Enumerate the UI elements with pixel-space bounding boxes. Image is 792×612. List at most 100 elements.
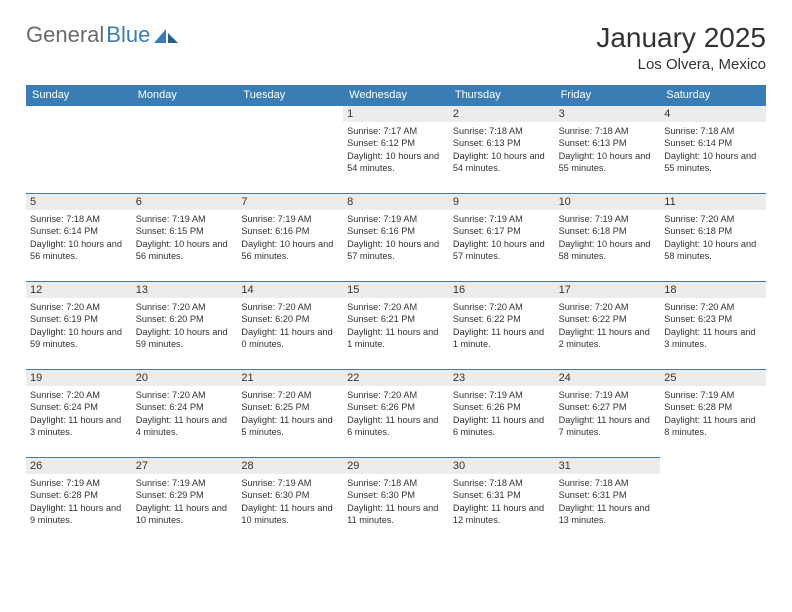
sunset-line: Sunset: 6:14 PM — [30, 225, 128, 237]
sunset-line: Sunset: 6:28 PM — [664, 401, 762, 413]
day-details: Sunrise: 7:19 AMSunset: 6:26 PMDaylight:… — [453, 389, 551, 439]
day-details: Sunrise: 7:20 AMSunset: 6:18 PMDaylight:… — [664, 213, 762, 263]
day-number: 8 — [343, 194, 449, 210]
sunset-line: Sunset: 6:15 PM — [136, 225, 234, 237]
day-number: 14 — [237, 282, 343, 298]
day-details: Sunrise: 7:19 AMSunset: 6:16 PMDaylight:… — [241, 213, 339, 263]
sunrise-line: Sunrise: 7:19 AM — [136, 213, 234, 225]
calendar-cell: 13Sunrise: 7:20 AMSunset: 6:20 PMDayligh… — [132, 281, 238, 369]
day-details: Sunrise: 7:18 AMSunset: 6:13 PMDaylight:… — [453, 125, 551, 175]
calendar-cell: 29 Sunrise: 7:18 AMSunset: 6:30 PMDayligh… — [343, 457, 449, 545]
day-details: Sunrise: 7:19 AMSunset: 6:28 PMDaylight:… — [664, 389, 762, 439]
day-details: Sunrise: 7:20 AMSunset: 6:19 PMDaylight:… — [30, 301, 128, 351]
day-number: 9 — [449, 194, 555, 210]
day-number: 6 — [132, 194, 238, 210]
sunset-line: Sunset: 6:13 PM — [453, 137, 551, 149]
calendar-cell: 4Sunrise: 7:18 AMSunset: 6:14 PMDaylight… — [660, 105, 766, 193]
day-number: 28 — [237, 458, 343, 474]
sunset-line: Sunset: 6:18 PM — [664, 225, 762, 237]
sunrise-line: Sunrise: 7:19 AM — [241, 213, 339, 225]
sunrise-line: Sunrise: 7:18 AM — [559, 477, 657, 489]
day-number: 15 — [343, 282, 449, 298]
calendar-cell: 1Sunrise: 7:17 AMSunset: 6:12 PMDaylight… — [343, 105, 449, 193]
brand-word-1: General — [26, 22, 104, 48]
calendar-cell: 16Sunrise: 7:20 AMSunset: 6:22 PMDayligh… — [449, 281, 555, 369]
calendar-cell: 12 Sunrise: 7:20 AMSunset: 6:19 PMDayligh… — [26, 281, 132, 369]
sunrise-line: Sunrise: 7:20 AM — [347, 389, 445, 401]
day-details: Sunrise: 7:18 AMSunset: 6:31 PMDaylight:… — [559, 477, 657, 527]
day-details: Sunrise: 7:20 AMSunset: 6:21 PMDaylight:… — [347, 301, 445, 351]
sunset-line: Sunset: 6:19 PM — [30, 313, 128, 325]
day-details: Sunrise: 7:18 AMSunset: 6:13 PMDaylight:… — [559, 125, 657, 175]
daylight-line: Daylight: 10 hours and 57 minutes. — [453, 238, 551, 263]
day-details: Sunrise: 7:20 AMSunset: 6:24 PMDaylight:… — [30, 389, 128, 439]
logo-sail-icon — [154, 26, 180, 44]
calendar-cell: 6Sunrise: 7:19 AMSunset: 6:15 PMDaylight… — [132, 193, 238, 281]
daylight-line: Daylight: 10 hours and 56 minutes. — [30, 238, 128, 263]
daylight-line: Daylight: 11 hours and 1 minute. — [347, 326, 445, 351]
sunrise-line: Sunrise: 7:19 AM — [559, 213, 657, 225]
day-number: 31 — [555, 458, 661, 474]
calendar-cell: 2 Sunrise: 7:18 AMSunset: 6:13 PMDaylight… — [449, 105, 555, 193]
day-number: 16 — [449, 282, 555, 298]
sunset-line: Sunset: 6:24 PM — [30, 401, 128, 413]
sunset-line: Sunset: 6:28 PM — [30, 489, 128, 501]
calendar-cell: 25Sunrise: 7:19 AMSunset: 6:28 PMDayligh… — [660, 369, 766, 457]
dow-header: Thursday — [449, 85, 555, 105]
calendar-cell: 9Sunrise: 7:19 AMSunset: 6:17 PMDaylight… — [449, 193, 555, 281]
day-number: 22 — [343, 370, 449, 386]
sunset-line: Sunset: 6:31 PM — [453, 489, 551, 501]
calendar-cell-empty: . — [26, 105, 132, 193]
sunrise-line: Sunrise: 7:20 AM — [664, 213, 762, 225]
sunrise-line: Sunrise: 7:20 AM — [559, 301, 657, 313]
day-number: 11 — [660, 194, 766, 210]
sunrise-line: Sunrise: 7:19 AM — [453, 389, 551, 401]
day-details: Sunrise: 7:20 AMSunset: 6:20 PMDaylight:… — [241, 301, 339, 351]
sunrise-line: Sunrise: 7:18 AM — [453, 477, 551, 489]
brand-logo: GeneralBlue — [26, 22, 180, 48]
sunset-line: Sunset: 6:20 PM — [241, 313, 339, 325]
calendar-cell: 11 Sunrise: 7:20 AMSunset: 6:18 PMDayligh… — [660, 193, 766, 281]
daylight-line: Daylight: 11 hours and 11 minutes. — [347, 502, 445, 527]
calendar-cell: 31 Sunrise: 7:18 AMSunset: 6:31 PMDayligh… — [555, 457, 661, 545]
calendar-page: GeneralBlue January 2025 Los Olvera, Mex… — [0, 0, 792, 567]
day-number: 29 — [343, 458, 449, 474]
day-number: 2 — [449, 106, 555, 122]
daylight-line: Daylight: 11 hours and 8 minutes. — [664, 414, 762, 439]
day-number: 26 — [26, 458, 132, 474]
brand-word-2: Blue — [106, 22, 150, 48]
sunrise-line: Sunrise: 7:19 AM — [241, 477, 339, 489]
daylight-line: Daylight: 10 hours and 56 minutes. — [241, 238, 339, 263]
sunrise-line: Sunrise: 7:20 AM — [347, 301, 445, 313]
daylight-line: Daylight: 11 hours and 3 minutes. — [664, 326, 762, 351]
sunset-line: Sunset: 6:17 PM — [453, 225, 551, 237]
day-number: 21 — [237, 370, 343, 386]
daylight-line: Daylight: 10 hours and 58 minutes. — [559, 238, 657, 263]
sunrise-line: Sunrise: 7:18 AM — [453, 125, 551, 137]
daylight-line: Daylight: 11 hours and 1 minute. — [453, 326, 551, 351]
day-details: Sunrise: 7:19 AMSunset: 6:29 PMDaylight:… — [136, 477, 234, 527]
sunset-line: Sunset: 6:22 PM — [559, 313, 657, 325]
calendar-cell: 23Sunrise: 7:19 AMSunset: 6:26 PMDayligh… — [449, 369, 555, 457]
day-number: 12 — [26, 282, 132, 298]
daylight-line: Daylight: 11 hours and 3 minutes. — [30, 414, 128, 439]
sunset-line: Sunset: 6:30 PM — [347, 489, 445, 501]
day-details: Sunrise: 7:18 AMSunset: 6:30 PMDaylight:… — [347, 477, 445, 527]
day-number: 27 — [132, 458, 238, 474]
calendar-cell: 22 Sunrise: 7:20 AMSunset: 6:26 PMDayligh… — [343, 369, 449, 457]
calendar-cell: 28Sunrise: 7:19 AMSunset: 6:30 PMDayligh… — [237, 457, 343, 545]
day-details: Sunrise: 7:18 AMSunset: 6:14 PMDaylight:… — [30, 213, 128, 263]
sunrise-line: Sunrise: 7:18 AM — [664, 125, 762, 137]
daylight-line: Daylight: 10 hours and 59 minutes. — [30, 326, 128, 351]
daylight-line: Daylight: 11 hours and 7 minutes. — [559, 414, 657, 439]
day-number: 5 — [26, 194, 132, 210]
day-number: 30 — [449, 458, 555, 474]
dow-header: Friday — [555, 85, 661, 105]
day-details: Sunrise: 7:20 AMSunset: 6:26 PMDaylight:… — [347, 389, 445, 439]
day-details: Sunrise: 7:19 AMSunset: 6:16 PMDaylight:… — [347, 213, 445, 263]
day-number: 7 — [237, 194, 343, 210]
day-number: 19 — [26, 370, 132, 386]
calendar-cell: 19 Sunrise: 7:20 AMSunset: 6:24 PMDayligh… — [26, 369, 132, 457]
day-number: 13 — [132, 282, 238, 298]
sunrise-line: Sunrise: 7:19 AM — [664, 389, 762, 401]
